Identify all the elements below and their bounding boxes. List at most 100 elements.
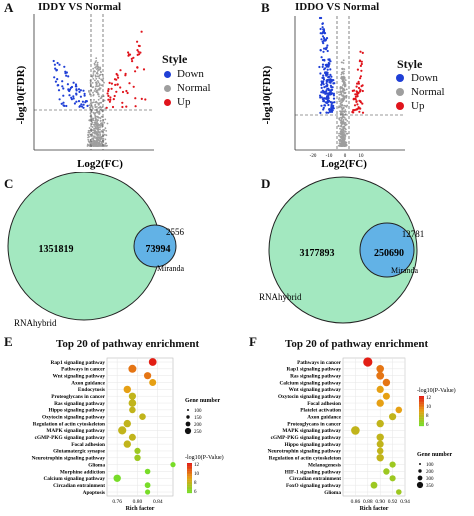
up-point: [111, 105, 115, 109]
normal-point: [97, 131, 100, 134]
normal-point: [88, 89, 90, 92]
normal-point: [100, 95, 103, 98]
up-point: [360, 69, 363, 72]
color-legend-label: 10: [194, 472, 200, 477]
panel-a-xlabel: Log2(FC): [77, 158, 123, 170]
normal-point: [342, 84, 344, 86]
normal-point: [96, 73, 99, 75]
normal-point: [342, 59, 345, 62]
down-point: [328, 62, 331, 65]
pathway-label: Neurotrophin signaling pathway: [268, 449, 342, 455]
down-point: [332, 97, 336, 100]
up-point: [357, 86, 361, 90]
normal-point: [104, 118, 107, 121]
pathway-dot: [389, 461, 396, 468]
down-point: [323, 104, 326, 107]
panel-b-xtick: 0: [344, 154, 347, 159]
normal-point: [98, 103, 100, 106]
normal-point: [88, 130, 91, 132]
down-dot-icon: [396, 74, 404, 82]
normal-point: [94, 66, 97, 69]
pathway-label: Proteoglycans in cancer: [51, 394, 105, 400]
panel-b-xtick: 10: [359, 154, 365, 159]
normal-point: [338, 100, 341, 103]
down-point: [73, 102, 76, 105]
panel-c-letter: C: [4, 176, 14, 191]
pathway-dot: [363, 357, 373, 367]
volcano-points: [52, 30, 147, 147]
up-point: [353, 104, 357, 107]
down-point: [319, 94, 322, 97]
normal-point: [337, 125, 340, 127]
pathway-dot: [139, 413, 146, 420]
up-point: [356, 103, 359, 106]
down-point: [321, 63, 325, 66]
panel-a-legend-normal: Normal: [164, 82, 211, 94]
down-point: [75, 100, 78, 103]
normal-point: [93, 139, 95, 142]
pathway-dot: [376, 365, 384, 373]
pathway-label: Neurotrophin signaling pathway: [32, 456, 106, 462]
normal-point: [94, 114, 96, 116]
normal-point: [340, 73, 343, 76]
pathway-label: Platelet activation: [300, 408, 341, 414]
down-point: [62, 87, 65, 90]
normal-point: [343, 77, 346, 80]
normal-point: [95, 83, 98, 86]
up-point: [142, 68, 146, 71]
normal-point: [342, 138, 345, 141]
normal-point: [344, 142, 347, 145]
normal-point: [88, 104, 91, 107]
normal-point: [94, 117, 97, 120]
pathway-label: Circadian entrainment: [289, 476, 341, 482]
down-point: [332, 92, 335, 95]
size-legend-label: 100: [426, 463, 434, 468]
normal-point: [99, 136, 101, 139]
panel-a-volcano-plot: -log10(FDR) Log2(FC): [15, 14, 154, 170]
normal-point: [96, 65, 99, 68]
down-point: [320, 91, 323, 94]
panel-a-legend-title: Style: [162, 52, 188, 66]
up-point: [117, 76, 120, 79]
pathway-dot: [129, 406, 136, 414]
normal-point: [87, 144, 90, 147]
down-point: [56, 61, 59, 65]
pathway-label: Glutamatergic synapse: [53, 449, 106, 455]
down-point: [329, 68, 332, 71]
color-legend-label: 10: [426, 405, 432, 410]
down-point: [330, 86, 333, 89]
miranda-only-count: 12781: [402, 229, 425, 239]
normal-point: [343, 132, 345, 135]
size-legend-label: 100: [194, 409, 202, 414]
pathway-dot: [123, 385, 131, 394]
panel-b-legend-title: Style: [397, 57, 423, 71]
normal-point: [95, 77, 98, 80]
normal-point: [99, 143, 101, 146]
miranda-label: Miranda: [391, 266, 419, 275]
down-point: [80, 103, 83, 106]
pathway-dot: [144, 482, 151, 489]
normal-point: [340, 99, 342, 102]
normal-point: [94, 88, 97, 91]
normal-point: [98, 112, 101, 115]
down-point: [325, 82, 328, 85]
size-legend-title: Gene number: [417, 452, 453, 458]
up-point: [121, 105, 124, 109]
normal-point: [94, 103, 97, 106]
panel-b-legend-down: Down: [396, 72, 438, 84]
x-axis-label: Rich factor: [126, 506, 155, 512]
pathway-label: Proteoglycans in cancer: [287, 421, 341, 427]
normal-point: [98, 77, 101, 80]
color-legend-label: 6: [426, 423, 429, 428]
down-point: [79, 89, 82, 92]
normal-point: [105, 130, 108, 132]
pathway-label: Rap1 signaling pathway: [51, 360, 106, 366]
up-point: [113, 94, 116, 98]
panel-b-legend-up-label: Up: [411, 100, 425, 112]
size-legend-dot: [417, 475, 423, 481]
normal-point: [340, 110, 342, 113]
size-legend-dot: [419, 463, 421, 465]
up-point: [132, 85, 135, 88]
x-tick-label: 0.80: [133, 499, 143, 505]
normal-point: [96, 92, 99, 94]
